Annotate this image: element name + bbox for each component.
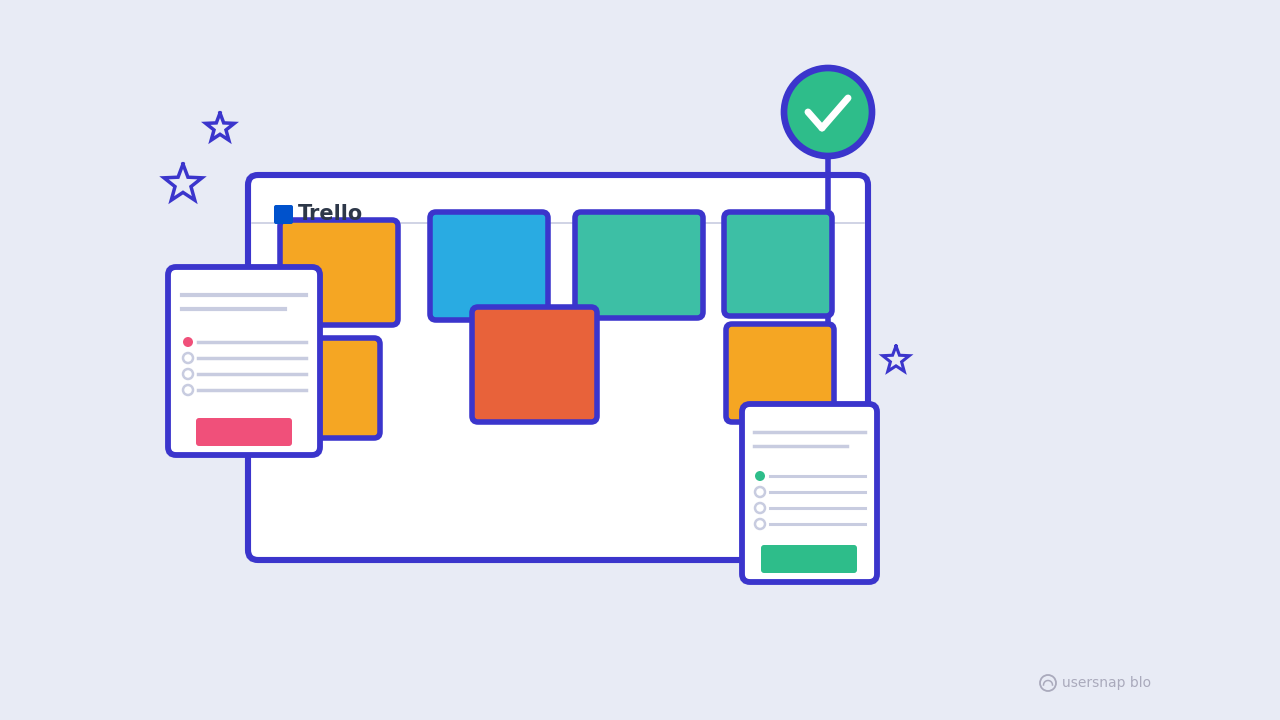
FancyBboxPatch shape: [430, 212, 548, 320]
FancyBboxPatch shape: [724, 212, 832, 316]
Polygon shape: [206, 113, 234, 140]
FancyBboxPatch shape: [168, 267, 320, 455]
FancyBboxPatch shape: [196, 418, 292, 446]
Circle shape: [755, 471, 765, 481]
FancyBboxPatch shape: [575, 212, 703, 318]
FancyBboxPatch shape: [274, 205, 293, 224]
FancyBboxPatch shape: [742, 404, 877, 582]
Text: usersnap blo: usersnap blo: [1062, 676, 1151, 690]
FancyBboxPatch shape: [472, 307, 596, 422]
FancyBboxPatch shape: [726, 324, 835, 422]
Polygon shape: [164, 164, 202, 200]
FancyBboxPatch shape: [280, 220, 398, 325]
Text: Trello: Trello: [298, 204, 364, 224]
FancyBboxPatch shape: [280, 338, 380, 438]
Polygon shape: [883, 346, 909, 372]
FancyBboxPatch shape: [248, 175, 868, 560]
Circle shape: [183, 337, 193, 347]
Circle shape: [783, 68, 872, 156]
FancyBboxPatch shape: [762, 545, 858, 573]
